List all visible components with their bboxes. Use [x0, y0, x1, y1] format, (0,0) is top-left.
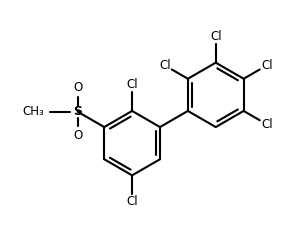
Text: Cl: Cl: [126, 195, 138, 208]
Text: O: O: [73, 81, 82, 94]
Text: Cl: Cl: [261, 118, 272, 131]
Text: Cl: Cl: [210, 30, 222, 43]
Text: CH₃: CH₃: [23, 105, 44, 118]
Text: Cl: Cl: [261, 59, 272, 72]
Text: Cl: Cl: [126, 78, 138, 91]
Text: O: O: [73, 129, 82, 142]
Text: S: S: [73, 105, 82, 118]
Text: Cl: Cl: [159, 59, 171, 72]
